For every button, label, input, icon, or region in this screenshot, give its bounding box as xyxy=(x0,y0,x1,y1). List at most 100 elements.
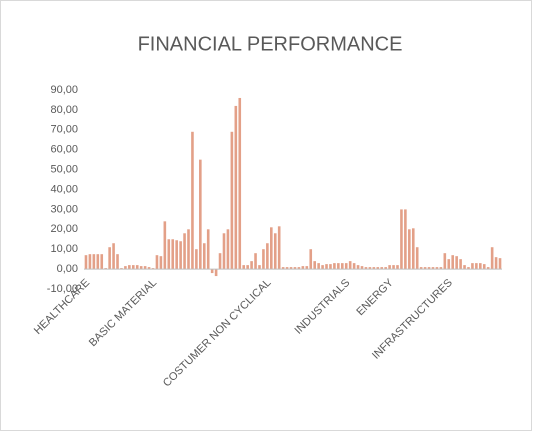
bar xyxy=(372,267,376,270)
bar xyxy=(254,253,257,270)
bar xyxy=(408,229,411,270)
bar xyxy=(297,267,301,270)
y-tick-label: 30,00 xyxy=(50,203,78,215)
bar xyxy=(230,131,234,270)
bar xyxy=(404,209,407,270)
bar xyxy=(427,267,431,270)
bar xyxy=(384,267,387,270)
y-tick-label: 60,00 xyxy=(50,144,78,156)
bar xyxy=(471,263,474,270)
bar xyxy=(100,254,104,270)
bar xyxy=(171,239,175,270)
bar xyxy=(226,229,230,270)
bar xyxy=(344,263,348,270)
bar xyxy=(360,266,364,270)
bar xyxy=(187,229,190,270)
bar xyxy=(179,241,182,270)
bar xyxy=(443,253,447,270)
bar xyxy=(340,263,344,270)
bar xyxy=(84,255,88,270)
bar xyxy=(293,267,297,270)
bar xyxy=(423,267,427,270)
bar xyxy=(479,263,482,270)
bar xyxy=(96,254,100,270)
bar xyxy=(455,256,458,270)
y-tick-label: 10,00 xyxy=(50,243,78,255)
bar xyxy=(388,265,391,270)
bar xyxy=(400,209,403,270)
bar xyxy=(183,233,186,270)
bar xyxy=(277,226,281,270)
bar xyxy=(368,267,372,270)
bar xyxy=(482,264,486,270)
bar xyxy=(155,255,159,270)
bar xyxy=(313,261,316,270)
bar xyxy=(329,264,332,270)
y-tick-label: 90,00 xyxy=(50,84,78,96)
bar xyxy=(270,227,273,270)
bar xyxy=(498,258,502,270)
bar xyxy=(273,233,277,270)
bar xyxy=(415,247,419,270)
bar xyxy=(124,266,127,270)
bar xyxy=(467,267,470,270)
bar xyxy=(447,259,451,270)
bar xyxy=(131,265,135,270)
bar xyxy=(266,243,269,270)
bar xyxy=(317,263,320,270)
bar xyxy=(435,267,439,270)
bar xyxy=(108,247,111,270)
bar xyxy=(396,265,399,270)
bar xyxy=(419,267,423,270)
bar xyxy=(246,265,249,270)
bar xyxy=(238,97,242,270)
bar xyxy=(222,233,226,270)
bar xyxy=(380,267,384,270)
bar xyxy=(325,264,328,270)
bar xyxy=(262,249,265,270)
bar xyxy=(88,254,92,270)
bar xyxy=(305,266,309,270)
y-tick-label: 20,00 xyxy=(50,223,78,235)
bar xyxy=(475,263,478,270)
bar xyxy=(411,228,415,270)
bar xyxy=(218,253,222,270)
bar xyxy=(159,256,163,270)
bar xyxy=(486,267,490,270)
bar xyxy=(199,159,202,270)
bar xyxy=(352,263,356,270)
y-tick-label: 40,00 xyxy=(50,183,78,195)
y-tick-label: 50,00 xyxy=(50,164,78,176)
y-tick-label: 0,00 xyxy=(57,263,78,275)
bar xyxy=(309,249,313,270)
bar xyxy=(337,263,340,270)
bar xyxy=(214,269,218,277)
bar xyxy=(112,243,115,270)
bar xyxy=(463,265,466,270)
bar xyxy=(128,265,131,270)
bar xyxy=(459,259,462,270)
bar xyxy=(392,265,395,270)
bar xyxy=(202,243,206,270)
bar xyxy=(195,249,198,270)
bar xyxy=(167,239,171,270)
bar xyxy=(139,266,143,270)
y-tick-label: -10,00 xyxy=(47,283,78,295)
bar xyxy=(210,269,214,274)
bar xyxy=(356,265,360,270)
bar xyxy=(147,267,151,270)
bar xyxy=(285,267,289,270)
bar xyxy=(451,255,455,270)
bar xyxy=(191,131,194,270)
bar xyxy=(364,267,368,270)
bar xyxy=(258,265,261,270)
bar xyxy=(494,257,498,270)
bar xyxy=(376,267,380,270)
bar xyxy=(348,261,352,270)
bar xyxy=(175,240,178,270)
bar xyxy=(281,267,285,270)
bar xyxy=(301,266,305,270)
